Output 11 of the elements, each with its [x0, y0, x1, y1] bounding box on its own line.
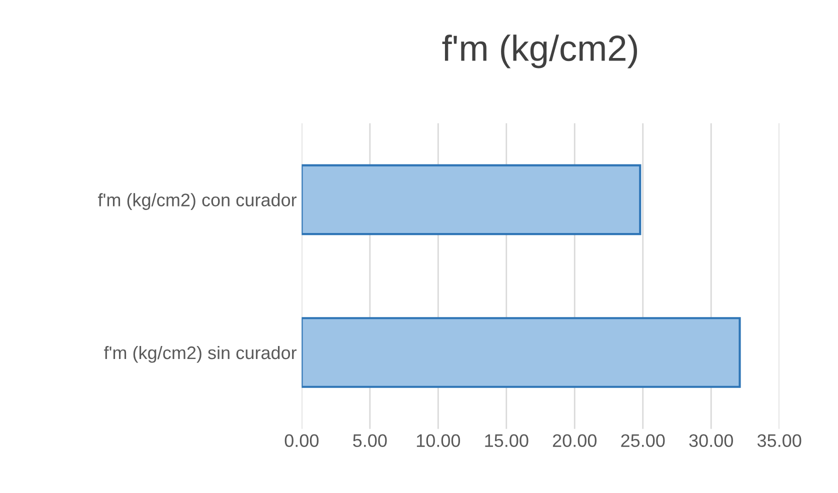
x-tick-label: 0.00 — [284, 434, 319, 448]
x-tick-label: 25.00 — [621, 434, 665, 448]
x-tick-label: 35.00 — [757, 434, 802, 448]
x-tick-label: 30.00 — [689, 434, 733, 448]
x-tick-label: 5.00 — [353, 434, 387, 448]
chart-title: f'm (kg/cm2) — [442, 34, 638, 68]
y-tick-label: f'm (kg/cm2) con curador — [98, 193, 297, 210]
x-tick-label: 15.00 — [485, 434, 528, 448]
y-tick-label: f'm (kg/cm2) sin curador — [104, 346, 297, 363]
x-tick-label: 20.00 — [552, 434, 597, 448]
x-tick-label: 10.00 — [416, 434, 460, 448]
